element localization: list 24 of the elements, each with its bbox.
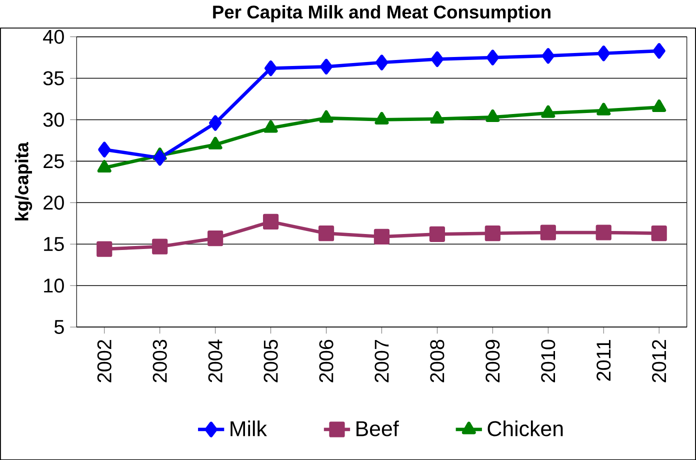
- legend-label: Beef: [356, 420, 399, 436]
- y-tick-label: 35: [43, 71, 64, 86]
- y-tick-label: 40: [43, 30, 64, 44]
- y-tick-label: 20: [44, 195, 64, 210]
- x-tick-label: 2011: [596, 340, 611, 381]
- x-tick-label: 2002: [97, 340, 112, 382]
- x-tick-label: 2003: [152, 340, 167, 382]
- x-tick-label: 2010: [541, 340, 556, 382]
- x-tick-label: 2006: [319, 340, 334, 382]
- x-tick-label: 2009: [486, 340, 500, 382]
- x-tick-label: 2007: [374, 340, 389, 382]
- y-tick-label: 30: [43, 112, 64, 127]
- y-tick-label: 5: [54, 320, 64, 334]
- y-tick-label: 15: [44, 237, 64, 251]
- legend-label: Milk: [230, 420, 267, 436]
- chart-title: Per Capita Milk and Meat Consumption: [213, 4, 550, 22]
- x-tick-label: 2004: [208, 339, 222, 382]
- y-tick-label: 25: [44, 154, 64, 168]
- y-axis-title: kg/capita: [14, 142, 32, 220]
- x-tick-label: 2012: [652, 340, 666, 382]
- x-tick-label: 2005: [264, 340, 278, 382]
- legend-label: Chicken: [488, 420, 563, 436]
- y-tick-label: 10: [44, 278, 64, 292]
- x-tick-label: 2008: [430, 340, 444, 382]
